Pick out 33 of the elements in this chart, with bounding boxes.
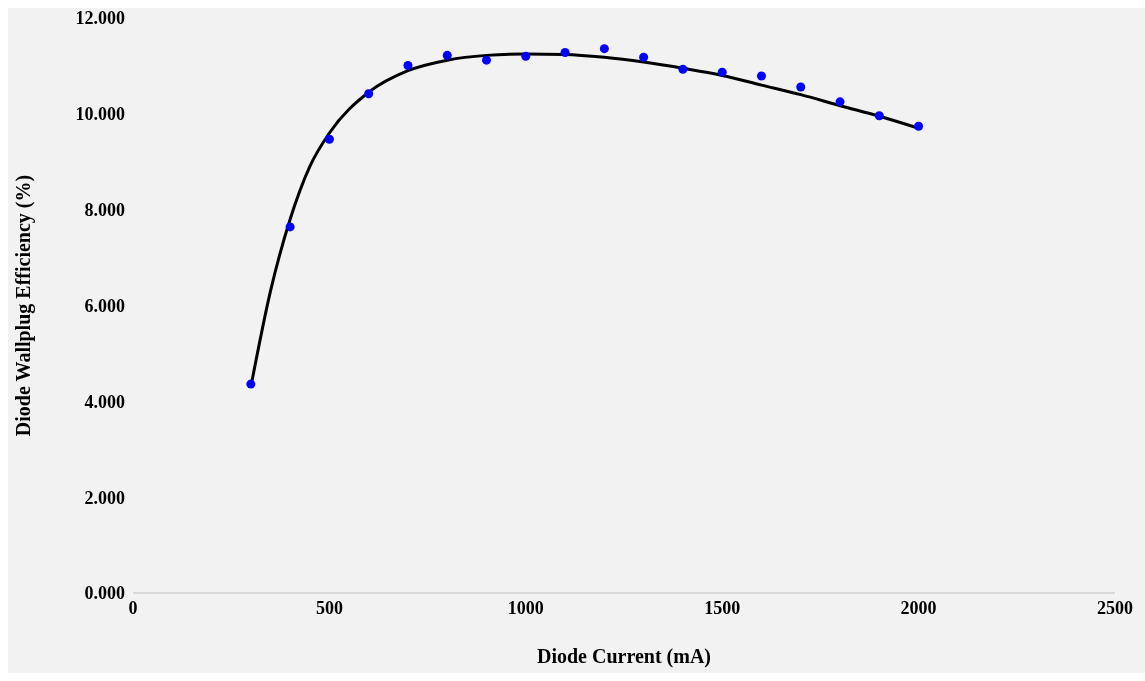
x-tick-label: 2000: [900, 597, 937, 618]
point: [285, 222, 295, 232]
y-axis-title: Diode Wallplug Efficiency (%): [12, 174, 36, 437]
point: [874, 111, 884, 121]
point: [482, 55, 492, 65]
point: [639, 52, 649, 62]
point: [835, 97, 845, 107]
y-tick-label: 2.000: [84, 487, 125, 508]
x-tick-label: 0: [128, 597, 138, 618]
point: [560, 47, 570, 58]
point: [756, 71, 766, 81]
x-tick-label: 2500: [1097, 597, 1133, 618]
y-tick-label: 10.000: [75, 104, 125, 125]
point: [442, 50, 452, 60]
point: [403, 60, 413, 70]
y-tick-label: 0.000: [84, 583, 125, 604]
point: [364, 89, 374, 99]
x-tick-label: 500: [315, 597, 343, 618]
x-axis-title: Diode Current (mA): [536, 645, 712, 668]
x-tick-label: 1500: [704, 597, 741, 618]
point: [914, 121, 924, 131]
x-tick-label: 1000: [507, 597, 544, 618]
point: [717, 67, 727, 77]
point: [521, 51, 531, 61]
y-tick-label: 12.000: [75, 8, 125, 29]
point: [678, 64, 688, 74]
y-tick-label: 4.000: [84, 391, 125, 412]
point: [796, 82, 806, 92]
y-tick-label: 8.000: [84, 200, 125, 221]
y-tick-label: 6.000: [84, 295, 125, 316]
point: [599, 44, 609, 54]
point: [324, 134, 334, 144]
point: [246, 379, 256, 389]
